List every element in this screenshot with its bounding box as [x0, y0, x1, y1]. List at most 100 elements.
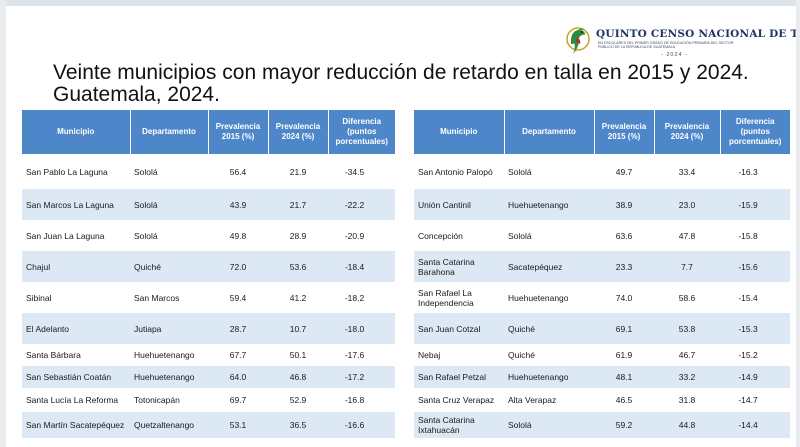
col-header-diferencia: Diferencia (puntos porcentuales): [328, 110, 395, 154]
cell-prevalencia-2024: 33.4: [654, 154, 720, 189]
cell-prevalencia-2024: 53.6: [268, 251, 328, 282]
cell-diferencia: -15.8: [720, 220, 790, 251]
cell-diferencia: -22.2: [328, 189, 395, 220]
cell-diferencia: -17.6: [328, 344, 395, 366]
table-row: San Pablo La Laguna Sololá 56.4 21.9 -34.5: [22, 154, 395, 189]
col-header-prevalencia-2024: Prevalencia 2024 (%): [654, 110, 721, 154]
cell-prevalencia-2024: 46.8: [268, 366, 328, 388]
cell-municipio: San Rafael Petzal: [414, 366, 504, 388]
col-header-diferencia: Diferencia (puntos porcentuales): [720, 110, 790, 154]
cell-prevalencia-2024: 33.2: [654, 366, 720, 388]
cell-prevalencia-2024: 36.5: [268, 412, 328, 438]
cell-prevalencia-2015: 59.4: [208, 282, 268, 313]
cell-diferencia: -34.5: [328, 154, 395, 189]
table-row: San Marcos La Laguna Sololá 43.9 21.7 -22.2: [22, 189, 395, 220]
cell-municipio: Santa Catarina Barahona: [414, 251, 504, 282]
cell-prevalencia-2024: 28.9: [268, 220, 328, 251]
cell-municipio: Santa Bárbara: [22, 344, 130, 366]
cell-prevalencia-2015: 46.5: [594, 388, 654, 412]
cell-diferencia: -18.4: [328, 251, 395, 282]
cell-prevalencia-2015: 49.8: [208, 220, 268, 251]
table-row: Sibinal San Marcos 59.4 41.2 -18.2: [22, 282, 395, 313]
table-row: San Antonio Palopó Sololá 49.7 33.4 -16.3: [414, 154, 790, 189]
table-row: San Rafael Petzal Huehuetenango 48.1 33.2 -1…: [414, 366, 790, 388]
table-row: San Juan La Laguna Sololá 49.8 28.9 -20.9: [22, 220, 395, 251]
cell-diferencia: -18.2: [328, 282, 395, 313]
cell-departamento: Sololá: [130, 154, 208, 189]
cell-prevalencia-2015: 63.6: [594, 220, 654, 251]
cell-departamento: Jutiapa: [130, 313, 208, 344]
cell-diferencia: -20.9: [328, 220, 395, 251]
cell-departamento: Huehuetenango: [130, 366, 208, 388]
cell-departamento: Alta Verapaz: [504, 388, 594, 412]
cell-municipio: Santa Cruz Verapaz: [414, 388, 504, 412]
slide-title-line-2: Guatemala, 2024.: [53, 83, 220, 106]
right-table: Municipio Departamento Prevalencia 2015 …: [414, 110, 790, 438]
cell-prevalencia-2024: 41.2: [268, 282, 328, 313]
col-header-prevalencia-2015: Prevalencia 2015 (%): [208, 110, 269, 154]
cell-prevalencia-2024: 47.8: [654, 220, 720, 251]
cell-prevalencia-2015: 69.1: [594, 313, 654, 344]
cell-municipio: San Rafael La Independencia: [414, 282, 504, 313]
col-header-departamento: Departamento: [504, 110, 595, 154]
col-header-prevalencia-2024: Prevalencia 2024 (%): [268, 110, 329, 154]
cell-departamento: Huehuetenango: [504, 189, 594, 220]
cell-departamento: Quiché: [504, 344, 594, 366]
cell-diferencia: -15.3: [720, 313, 790, 344]
cell-municipio: San Martín Sacatepéquez: [22, 412, 130, 438]
cell-municipio: Concepción: [414, 220, 504, 251]
cell-prevalencia-2024: 7.7: [654, 251, 720, 282]
slide: QUINTO CENSO NACIONAL DE TALLA EN ESCOLA…: [6, 0, 796, 447]
cell-departamento: Huehuetenango: [130, 344, 208, 366]
cell-prevalencia-2024: 46.7: [654, 344, 720, 366]
cell-prevalencia-2024: 58.6: [654, 282, 720, 313]
cell-departamento: Sololá: [130, 220, 208, 251]
cell-departamento: Huehuetenango: [504, 282, 594, 313]
cell-diferencia: -14.4: [720, 412, 790, 438]
cell-prevalencia-2015: 43.9: [208, 189, 268, 220]
table-row: Nebaj Quiché 61.9 46.7 -15.2: [414, 344, 790, 366]
cell-prevalencia-2015: 53.1: [208, 412, 268, 438]
table-row: Santa Bárbara Huehuetenango 67.7 50.1 -17.6: [22, 344, 395, 366]
col-header-municipio: Municipio: [22, 110, 131, 154]
table-row: Santa Cruz Verapaz Alta Verapaz 46.5 31.8 -1…: [414, 388, 790, 412]
cell-diferencia: -15.6: [720, 251, 790, 282]
cell-diferencia: -15.2: [720, 344, 790, 366]
cell-prevalencia-2015: 69.7: [208, 388, 268, 412]
cell-prevalencia-2024: 53.8: [654, 313, 720, 344]
left-table-header: Municipio Departamento Prevalencia 2015 …: [22, 110, 395, 154]
cell-prevalencia-2015: 72.0: [208, 251, 268, 282]
cell-prevalencia-2015: 67.7: [208, 344, 268, 366]
cell-prevalencia-2015: 64.0: [208, 366, 268, 388]
table-row: Unión Cantinil Huehuetenango 38.9 23.0 -15.9: [414, 189, 790, 220]
cell-departamento: Huehuetenango: [504, 366, 594, 388]
table-row: El Adelanto Jutiapa 28.7 10.7 -18.0: [22, 313, 395, 344]
cell-prevalencia-2015: 48.1: [594, 366, 654, 388]
cell-departamento: Sololá: [504, 412, 594, 438]
cell-diferencia: -14.7: [720, 388, 790, 412]
cell-municipio: Unión Cantinil: [414, 189, 504, 220]
cell-prevalencia-2015: 74.0: [594, 282, 654, 313]
table-row: Santa Lucía La Reforma Totonicapán 69.7 52.…: [22, 388, 395, 412]
slide-title: Veinte municipios con mayor reducción de…: [53, 62, 753, 106]
cell-departamento: Quiché: [504, 313, 594, 344]
census-subtitle: EN ESCOLARES DEL PRIMER GRADO DE EDUCACI…: [598, 41, 734, 50]
cell-municipio: San Juan Cotzal: [414, 313, 504, 344]
cell-prevalencia-2015: 56.4: [208, 154, 268, 189]
cell-departamento: Totonicapán: [130, 388, 208, 412]
cell-prevalencia-2024: 50.1: [268, 344, 328, 366]
table-row: San Rafael La Independencia Huehuetenango…: [414, 282, 790, 313]
cell-municipio: San Sebastián Coatán: [22, 366, 130, 388]
cell-diferencia: -16.3: [720, 154, 790, 189]
cell-prevalencia-2024: 23.0: [654, 189, 720, 220]
cell-prevalencia-2024: 10.7: [268, 313, 328, 344]
cell-diferencia: -16.6: [328, 412, 395, 438]
table-row: Santa Catarina Ixtahuacán Sololá 59.2 44.8-…: [414, 412, 790, 438]
cell-municipio: Sibinal: [22, 282, 130, 313]
table-row: San Sebastián Coatán Huehuetenango 64.0 46.…: [22, 366, 395, 388]
cell-prevalencia-2015: 49.7: [594, 154, 654, 189]
cell-municipio: San Marcos La Laguna: [22, 189, 130, 220]
census-title: QUINTO CENSO NACIONAL DE TALLA: [596, 28, 796, 40]
cell-prevalencia-2015: 38.9: [594, 189, 654, 220]
cell-prevalencia-2015: 23.3: [594, 251, 654, 282]
